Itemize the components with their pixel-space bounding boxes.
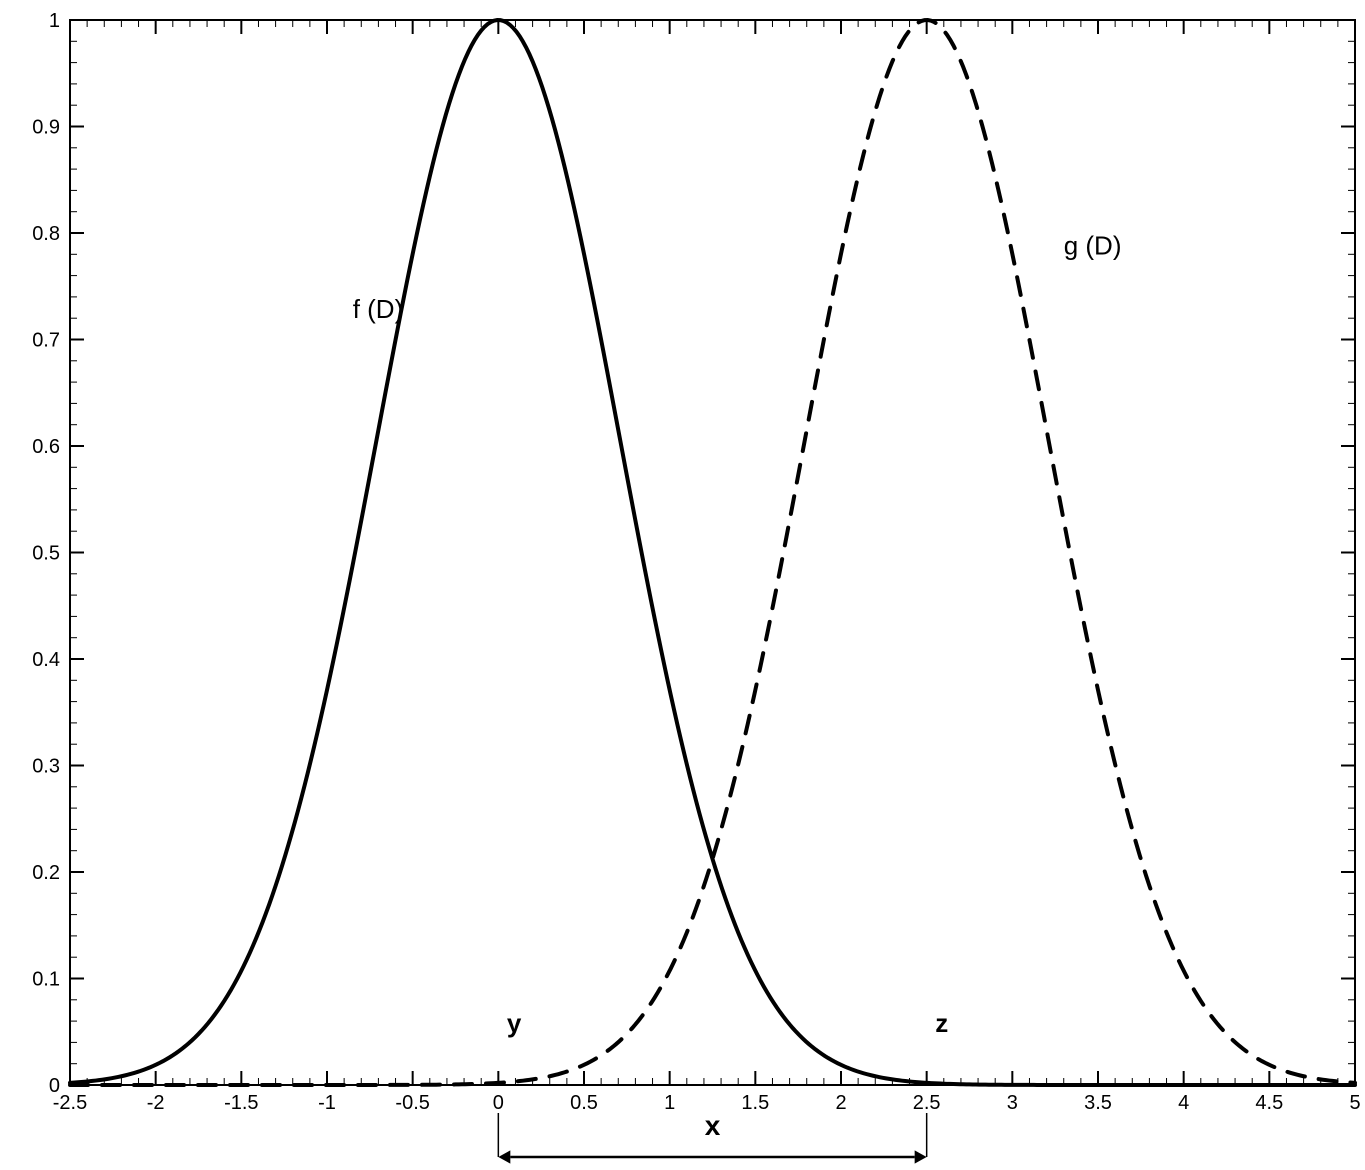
- y-tick-label: 0.3: [32, 756, 60, 778]
- x-tick-label: 4: [1178, 1092, 1189, 1114]
- x-tick-label: 0: [493, 1092, 504, 1114]
- x-tick-label: 2: [835, 1092, 846, 1114]
- x-tick-label: -2: [147, 1092, 165, 1114]
- y-tick-label: 0.4: [32, 649, 60, 671]
- series-f-label: f (D): [353, 294, 404, 324]
- y-tick-label: 0.6: [32, 436, 60, 458]
- annotation-z: z: [935, 1008, 948, 1038]
- x-tick-label: 1.5: [741, 1092, 769, 1114]
- y-tick-label: 0.2: [32, 862, 60, 884]
- chart-svg: -2.5-2-1.5-1-0.500.511.522.533.544.5500.…: [0, 0, 1365, 1170]
- y-tick-label: 0.5: [32, 543, 60, 565]
- chart-container: -2.5-2-1.5-1-0.500.511.522.533.544.5500.…: [0, 0, 1365, 1170]
- x-tick-label: 1: [664, 1092, 675, 1114]
- series-f-line: [70, 20, 1355, 1085]
- y-tick-label: 0.7: [32, 330, 60, 352]
- series-g-label: g (D): [1064, 230, 1122, 260]
- y-tick-label: 1: [49, 10, 60, 32]
- x-tick-label: 4.5: [1255, 1092, 1283, 1114]
- y-tick-label: 0.8: [32, 223, 60, 245]
- x-tick-label: 3: [1007, 1092, 1018, 1114]
- annotation-y: y: [507, 1008, 522, 1038]
- y-tick-label: 0.1: [32, 969, 60, 991]
- x-tick-label: -1: [318, 1092, 336, 1114]
- x-tick-label: 5: [1349, 1092, 1360, 1114]
- y-tick-label: 0.9: [32, 117, 60, 139]
- x-tick-label: 0.5: [570, 1092, 598, 1114]
- x-tick-label: 2.5: [913, 1092, 941, 1114]
- x-tick-label: -0.5: [395, 1092, 429, 1114]
- y-tick-label: 0: [49, 1075, 60, 1097]
- annotation-x: x: [705, 1110, 721, 1141]
- x-tick-label: 3.5: [1084, 1092, 1112, 1114]
- x-tick-label: -1.5: [224, 1092, 258, 1114]
